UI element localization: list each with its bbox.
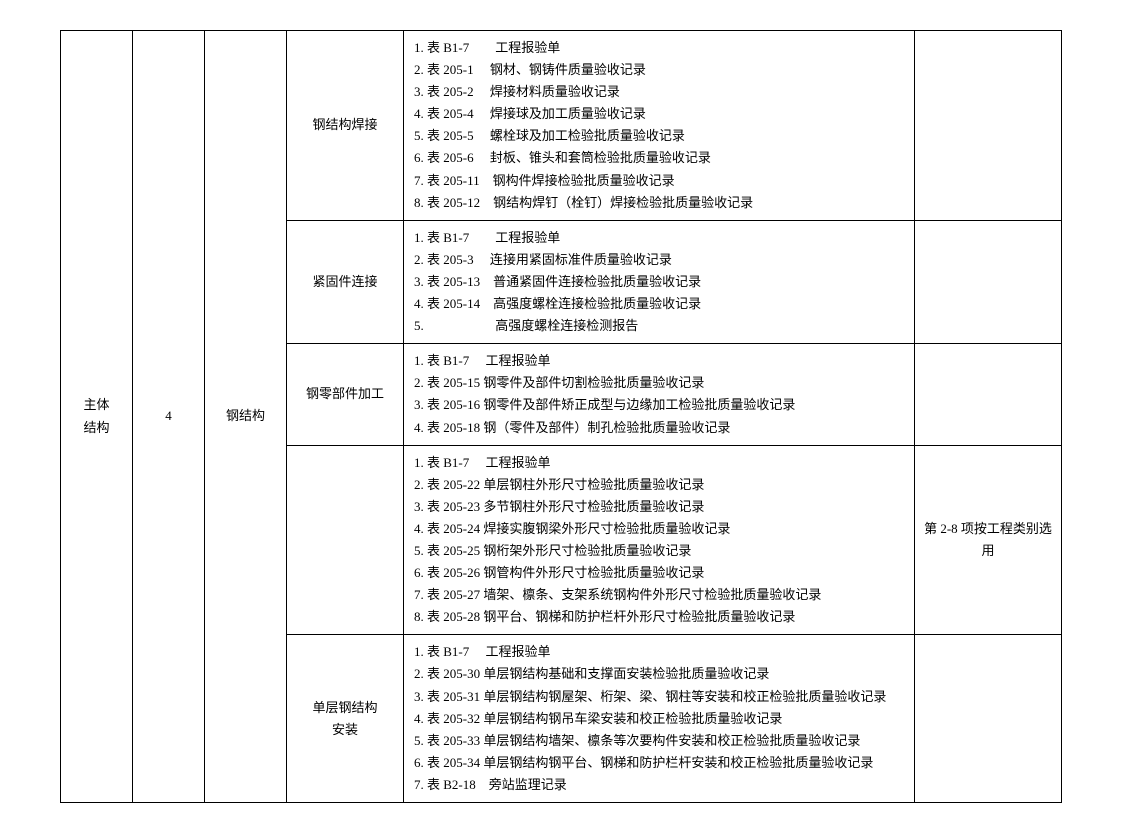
list-item: 3. 表 205-13 普通紧固件连接检验批质量验收记录 [414, 271, 906, 293]
subcategory-cell: 单层钢结构安装 [287, 635, 404, 803]
list-item: 4. 表 205-18 钢（零件及部件）制孔检验批质量验收记录 [414, 417, 906, 439]
subcategory-cell [287, 445, 404, 635]
remark-cell [915, 220, 1062, 343]
list-item: 6. 表 205-34 单层钢结构钢平台、钢梯和防护栏杆安装和校正检验批质量验收… [414, 752, 906, 774]
list-item: 4. 表 205-14 高强度螺栓连接检验批质量验收记录 [414, 293, 906, 315]
category-cell: 主体结构 [61, 31, 133, 803]
remark-cell [915, 31, 1062, 221]
items-cell: 1. 表 B1-7 工程报验单2. 表 205-15 钢零件及部件切割检验批质量… [404, 344, 915, 445]
remark-cell [915, 635, 1062, 803]
list-item: 5. 表 205-33 单层钢结构墙架、檩条等次要构件安装和校正检验批质量验收记… [414, 730, 906, 752]
list-item: 4. 表 205-4 焊接球及加工质量验收记录 [414, 103, 906, 125]
subcategory-cell: 钢结构焊接 [287, 31, 404, 221]
list-item: 2. 表 205-30 单层钢结构基础和支撑面安装检验批质量验收记录 [414, 663, 906, 685]
table-row: 主体结构4钢结构钢结构焊接1. 表 B1-7 工程报验单2. 表 205-1 钢… [61, 31, 1062, 221]
list-item: 1. 表 B1-7 工程报验单 [414, 350, 906, 372]
list-item: 5. 表 205-25 钢桁架外形尺寸检验批质量验收记录 [414, 540, 906, 562]
list-item: 1. 表 B1-7 工程报验单 [414, 452, 906, 474]
list-item: 2. 表 205-3 连接用紧固标准件质量验收记录 [414, 249, 906, 271]
list-item: 1. 表 B1-7 工程报验单 [414, 37, 906, 59]
list-item: 2. 表 205-1 钢材、钢铸件质量验收记录 [414, 59, 906, 81]
items-cell: 1. 表 B1-7 工程报验单2. 表 205-22 单层钢柱外形尺寸检验批质量… [404, 445, 915, 635]
list-item: 2. 表 205-22 单层钢柱外形尺寸检验批质量验收记录 [414, 474, 906, 496]
list-item: 3. 表 205-2 焊接材料质量验收记录 [414, 81, 906, 103]
items-cell: 1. 表 B1-7 工程报验单2. 表 205-1 钢材、钢铸件质量验收记录3.… [404, 31, 915, 221]
list-item: 3. 表 205-23 多节钢柱外形尺寸检验批质量验收记录 [414, 496, 906, 518]
list-item: 1. 表 B1-7 工程报验单 [414, 227, 906, 249]
list-item: 3. 表 205-16 钢零件及部件矫正成型与边缘加工检验批质量验收记录 [414, 394, 906, 416]
items-cell: 1. 表 B1-7 工程报验单2. 表 205-3 连接用紧固标准件质量验收记录… [404, 220, 915, 343]
list-item: 5. 高强度螺栓连接检测报告 [414, 315, 906, 337]
items-cell: 1. 表 B1-7 工程报验单2. 表 205-30 单层钢结构基础和支撑面安装… [404, 635, 915, 803]
list-item: 7. 表 205-27 墙架、檩条、支架系统钢构件外形尺寸检验批质量验收记录 [414, 584, 906, 606]
subcategory-cell: 紧固件连接 [287, 220, 404, 343]
list-item: 4. 表 205-24 焊接实腹钢梁外形尺寸检验批质量验收记录 [414, 518, 906, 540]
spec-table: 主体结构4钢结构钢结构焊接1. 表 B1-7 工程报验单2. 表 205-1 钢… [60, 30, 1062, 803]
remark-cell: 第 2-8 项按工程类别选用 [915, 445, 1062, 635]
index-cell: 4 [133, 31, 205, 803]
list-item: 4. 表 205-32 单层钢结构钢吊车梁安装和校正检验批质量验收记录 [414, 708, 906, 730]
list-item: 6. 表 205-26 钢管构件外形尺寸检验批质量验收记录 [414, 562, 906, 584]
list-item: 8. 表 205-28 钢平台、钢梯和防护栏杆外形尺寸检验批质量验收记录 [414, 606, 906, 628]
group-cell: 钢结构 [205, 31, 287, 803]
list-item: 3. 表 205-31 单层钢结构钢屋架、桁架、梁、钢柱等安装和校正检验批质量验… [414, 686, 906, 708]
list-item: 2. 表 205-15 钢零件及部件切割检验批质量验收记录 [414, 372, 906, 394]
list-item: 7. 表 205-11 钢构件焊接检验批质量验收记录 [414, 170, 906, 192]
subcategory-cell: 钢零部件加工 [287, 344, 404, 445]
list-item: 6. 表 205-6 封板、锥头和套筒检验批质量验收记录 [414, 147, 906, 169]
list-item: 1. 表 B1-7 工程报验单 [414, 641, 906, 663]
remark-cell [915, 344, 1062, 445]
list-item: 8. 表 205-12 钢结构焊钉（栓钉）焊接检验批质量验收记录 [414, 192, 906, 214]
list-item: 5. 表 205-5 螺栓球及加工检验批质量验收记录 [414, 125, 906, 147]
